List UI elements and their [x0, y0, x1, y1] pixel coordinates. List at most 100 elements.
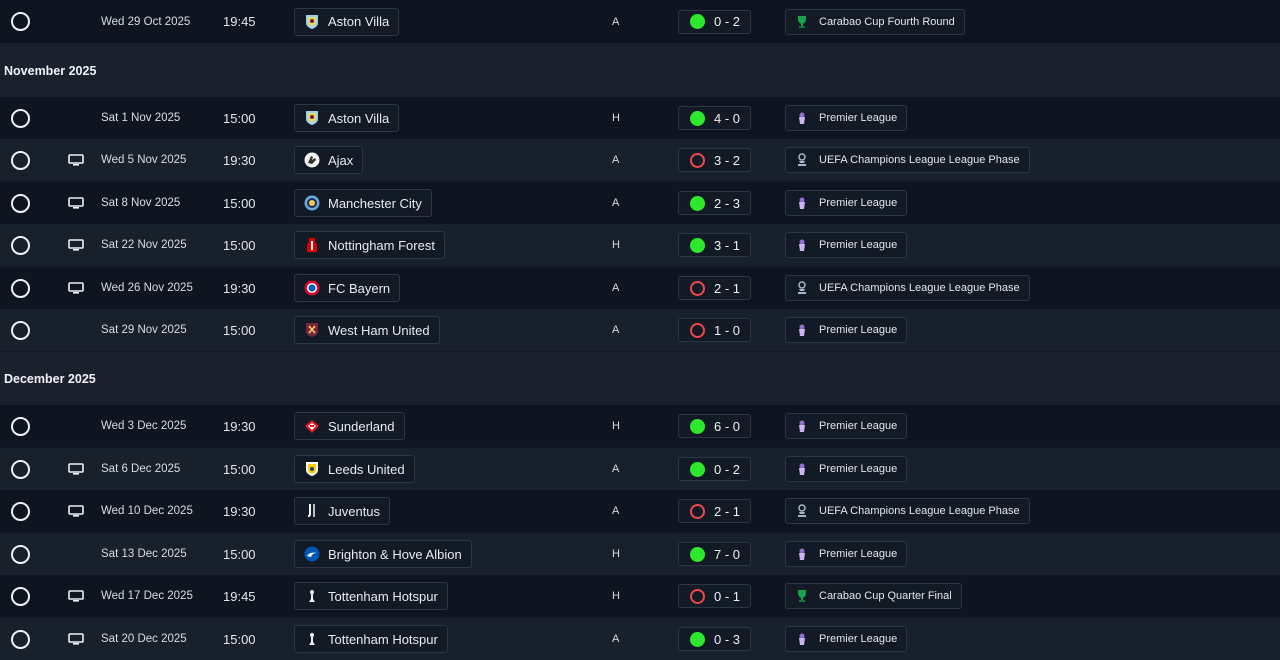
- opponent-chip[interactable]: Tottenham Hotspur: [294, 625, 448, 653]
- fixture-row[interactable]: Wed 17 Dec 2025 19:45 Tottenham Hotspur H 0 …: [0, 575, 1280, 617]
- fixture-row[interactable]: Wed 3 Dec 2025 19:30 Sunderland H 6 - 0 Premi…: [0, 405, 1280, 447]
- competition-chip[interactable]: Premier League: [785, 105, 908, 131]
- fixture-row[interactable]: Sat 8 Nov 2025 15:00 Manchester City A 2 - 3…: [0, 182, 1280, 224]
- circle-icon: [11, 416, 30, 436]
- fixture-row[interactable]: Sat 22 Nov 2025 15:00 Nottingham Forest H 3 …: [0, 224, 1280, 266]
- competition-chip[interactable]: UEFA Champions League League Phase: [785, 498, 1030, 524]
- competition-chip[interactable]: Carabao Cup Quarter Final: [785, 583, 962, 609]
- result-chip[interactable]: 6 - 0: [678, 414, 752, 438]
- result-chip[interactable]: 2 - 1: [678, 276, 752, 300]
- fixture-date: Wed 5 Nov 2025: [101, 154, 187, 166]
- opponent-chip[interactable]: Aston Villa: [294, 104, 400, 132]
- month-label: November 2025: [4, 64, 97, 78]
- competition-chip[interactable]: Premier League: [785, 626, 908, 652]
- competition-chip[interactable]: Premier League: [785, 541, 908, 567]
- opponent-chip[interactable]: FC Bayern: [294, 274, 401, 302]
- opponent-name: Ajax: [328, 152, 354, 168]
- champions-league-icon: [795, 281, 809, 295]
- opponent-chip[interactable]: Aston Villa: [294, 7, 400, 36]
- competition-name: UEFA Champions League League Phase: [819, 505, 1020, 517]
- result-chip[interactable]: 0 - 2: [678, 9, 752, 34]
- opponent-name: FC Bayern: [328, 280, 391, 296]
- circle-icon: [11, 629, 30, 649]
- select-checkbox[interactable]: [11, 405, 33, 447]
- opponent-name: Brighton & Hove Albion: [328, 546, 462, 562]
- opponent-chip[interactable]: Sunderland: [294, 412, 405, 440]
- fixture-row[interactable]: Wed 5 Nov 2025 19:30 Ajax A 3 - 2 UEFA Champi…: [0, 139, 1280, 181]
- competition-chip[interactable]: Carabao Cup Fourth Round: [785, 8, 965, 35]
- score: 0 - 2: [714, 461, 741, 477]
- fixture-row[interactable]: Wed 10 Dec 2025 19:30 Juventus A 2 - 1 UEFA C…: [0, 490, 1280, 532]
- result-chip[interactable]: 3 - 2: [678, 148, 752, 172]
- competition-chip[interactable]: Premier League: [785, 232, 908, 258]
- select-checkbox[interactable]: [11, 448, 33, 490]
- venue: A: [612, 15, 620, 28]
- competition-chip[interactable]: Premier League: [785, 317, 908, 343]
- fixture-row[interactable]: Wed 29 Oct 2025 19:45 Aston Villa A 0 - 2 Car…: [0, 0, 1280, 43]
- fixture-date: Sat 6 Dec 2025: [101, 463, 181, 475]
- score: 2 - 1: [714, 503, 741, 519]
- circle-icon: [11, 459, 30, 479]
- result-chip[interactable]: 0 - 3: [678, 627, 752, 651]
- fixture-date: Sat 22 Nov 2025: [101, 239, 187, 251]
- competition-chip[interactable]: Premier League: [785, 190, 908, 216]
- result-chip[interactable]: 7 - 0: [678, 542, 752, 566]
- select-checkbox[interactable]: [11, 139, 33, 181]
- opponent-name: Tottenham Hotspur: [328, 588, 438, 604]
- result-chip[interactable]: 4 - 0: [678, 106, 752, 130]
- select-checkbox[interactable]: [11, 533, 33, 575]
- fixture-time: 15:00: [223, 237, 256, 253]
- select-checkbox[interactable]: [11, 575, 33, 617]
- select-checkbox[interactable]: [11, 182, 33, 224]
- month-label: December 2025: [4, 372, 96, 386]
- venue: H: [612, 590, 620, 602]
- result-chip[interactable]: 0 - 1: [678, 584, 752, 608]
- opponent-chip[interactable]: Nottingham Forest: [294, 231, 445, 259]
- opponent-chip[interactable]: Manchester City: [294, 189, 432, 217]
- fixture-row[interactable]: Sat 13 Dec 2025 15:00 Brighton & Hove Albi…: [0, 533, 1280, 575]
- tv-broadcast-icon: [68, 405, 86, 447]
- premier-league-icon: [795, 547, 809, 561]
- result-chip[interactable]: 1 - 0: [678, 318, 752, 342]
- opponent-chip[interactable]: Leeds United: [294, 455, 415, 483]
- circle-icon: [11, 586, 30, 606]
- competition-chip[interactable]: Premier League: [785, 456, 908, 482]
- fixture-row[interactable]: Sat 29 Nov 2025 15:00 West Ham United A 1 - …: [0, 309, 1280, 351]
- juventus-crest-icon: [304, 503, 320, 519]
- fixture-row[interactable]: Sat 20 Dec 2025 15:00 Tottenham Hotspur A 0 …: [0, 618, 1280, 660]
- opponent-chip[interactable]: Juventus: [294, 497, 391, 525]
- opponent-chip[interactable]: Brighton & Hove Albion: [294, 540, 472, 568]
- select-checkbox[interactable]: [11, 309, 33, 351]
- fixture-time: 19:30: [223, 152, 256, 168]
- competition-chip[interactable]: UEFA Champions League League Phase: [785, 275, 1030, 301]
- fixture-row[interactable]: Sat 1 Nov 2025 15:00 Aston Villa H 4 - 0 Prem…: [0, 97, 1280, 139]
- opponent-chip[interactable]: Ajax: [294, 146, 364, 174]
- win-dot-icon: [690, 110, 705, 126]
- champions-league-icon: [795, 504, 809, 518]
- fixture-row[interactable]: Sat 6 Dec 2025 15:00 Leeds United A 0 - 2 Pre…: [0, 448, 1280, 490]
- win-dot-icon: [690, 418, 705, 434]
- fixture-row[interactable]: Wed 26 Nov 2025 19:30 FC Bayern A 2 - 1 UEFA …: [0, 267, 1280, 309]
- result-chip[interactable]: 2 - 3: [678, 191, 752, 215]
- competition-name: Premier League: [819, 420, 898, 432]
- competition-name: UEFA Champions League League Phase: [819, 154, 1020, 166]
- loss-ring-icon: [690, 588, 705, 604]
- select-checkbox[interactable]: [11, 490, 33, 532]
- select-checkbox[interactable]: [11, 97, 33, 139]
- brighton-crest-icon: [304, 546, 320, 562]
- competition-chip[interactable]: UEFA Champions League League Phase: [785, 147, 1030, 173]
- sunderland-crest-icon: [304, 418, 320, 434]
- competition-name: Carabao Cup Quarter Final: [819, 590, 952, 602]
- select-checkbox[interactable]: [11, 224, 33, 266]
- select-checkbox[interactable]: [11, 267, 33, 309]
- select-checkbox[interactable]: [11, 0, 33, 43]
- opponent-chip[interactable]: Tottenham Hotspur: [294, 582, 448, 610]
- competition-chip[interactable]: Premier League: [785, 413, 908, 439]
- competition-name: Carabao Cup Fourth Round: [819, 15, 955, 28]
- result-chip[interactable]: 0 - 2: [678, 457, 752, 481]
- select-checkbox[interactable]: [11, 618, 33, 660]
- tv-broadcast-icon: [68, 575, 86, 617]
- result-chip[interactable]: 3 - 1: [678, 233, 752, 257]
- opponent-chip[interactable]: West Ham United: [294, 316, 440, 344]
- result-chip[interactable]: 2 - 1: [678, 499, 752, 523]
